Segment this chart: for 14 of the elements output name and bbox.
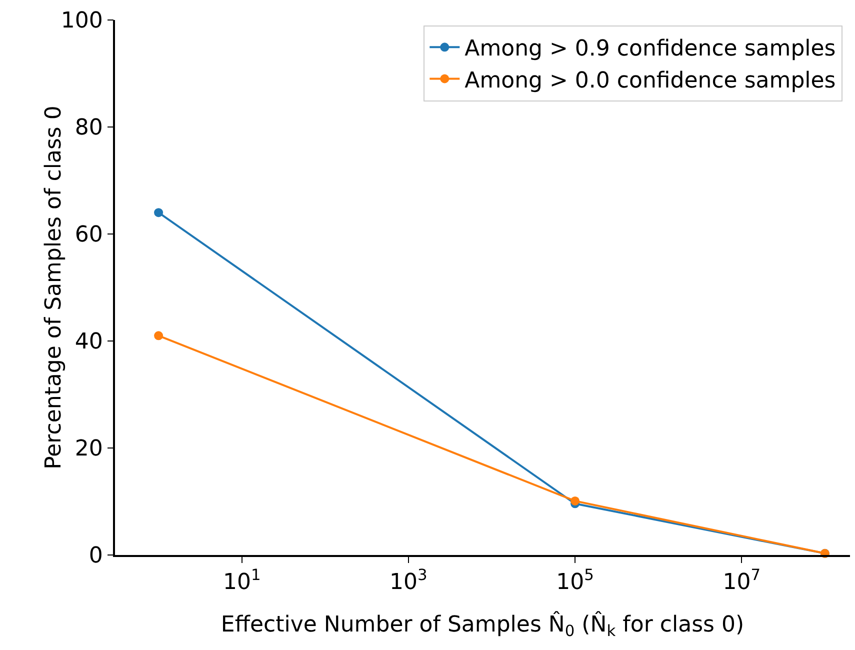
- y-tick-label: 0: [88, 544, 103, 569]
- y-tick-label: 20: [74, 436, 103, 462]
- y-tick-label: 40: [74, 330, 103, 355]
- x-tick-label: 10$^{1}$: [222, 566, 261, 596]
- y-tick-label: 100: [60, 8, 103, 34]
- legend-label: Among > 0.0 confidence samples: [464, 68, 836, 94]
- x-tick-label: 10$^{5}$: [556, 566, 594, 596]
- y-tick-label: 60: [74, 222, 103, 248]
- x-tick-label: 10$^{7}$: [722, 566, 761, 596]
- y-tick-label: 80: [74, 116, 103, 141]
- x-axis-title: Effective Number of Samples N̂$_{0}$ (N̂$_{k}$ for class 0): [220, 610, 744, 640]
- y-axis-title: Percentage of Samples of class 0: [42, 106, 66, 470]
- legend-label: Among > 0.9 confidence samples: [464, 36, 836, 62]
- x-tick-label: 10$^{3}$: [390, 566, 428, 596]
